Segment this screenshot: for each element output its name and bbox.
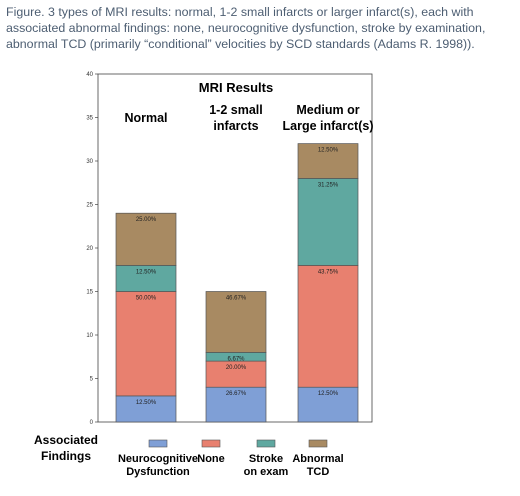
- bar-segment: [115, 291, 177, 397]
- data-label: 43.75%: [318, 269, 339, 275]
- y-tick-label: 0: [90, 420, 94, 426]
- data-label: 12.50%: [318, 148, 339, 154]
- legend-label: on exam: [244, 466, 289, 478]
- bar-segment: [115, 265, 177, 292]
- data-label: 12.50%: [136, 400, 157, 406]
- data-label: 46.67%: [226, 296, 247, 302]
- legend-label: Stroke: [249, 453, 283, 465]
- y-axis: 0 5 10 15 20 25 30 35 40: [86, 72, 98, 426]
- data-label: 50.00%: [136, 296, 157, 302]
- data-label: 12.50%: [318, 391, 339, 397]
- y-tick-label: 10: [86, 333, 93, 339]
- y-tick-label: 15: [86, 290, 93, 296]
- legend-label: Neurocognitive: [118, 453, 198, 465]
- chart-title: MRI Results: [199, 80, 273, 95]
- legend-label: TCD: [307, 466, 330, 478]
- legend-swatch: [308, 439, 328, 448]
- y-tick-label: 35: [86, 116, 93, 122]
- bar-segment: [297, 178, 359, 266]
- bar-segment: [205, 291, 267, 353]
- bar-segment: [205, 360, 267, 388]
- data-label: 6.67%: [227, 356, 245, 362]
- bar-segment: [297, 265, 359, 388]
- legend-title: Findings: [41, 449, 91, 463]
- y-tick-label: 40: [86, 72, 93, 78]
- data-label: 20.00%: [226, 365, 247, 371]
- data-label: 31.25%: [318, 182, 339, 188]
- bar-segment: [297, 143, 359, 179]
- legend-label: None: [197, 453, 225, 465]
- figure-caption: Figure. 3 types of MRI results: normal, …: [6, 5, 486, 51]
- data-label: 12.50%: [136, 269, 157, 275]
- y-tick-label: 25: [86, 203, 93, 209]
- category-title: Medium or: [296, 103, 359, 117]
- legend-label: Dysfunction: [126, 466, 190, 478]
- legend-label: Abnormal: [292, 453, 343, 465]
- y-tick-label: 20: [86, 246, 93, 252]
- legend-swatch: [148, 439, 168, 448]
- bar-segment: [297, 386, 359, 423]
- y-tick-label: 30: [86, 159, 93, 165]
- data-label: 25.00%: [136, 217, 157, 223]
- category-title: Normal: [124, 111, 167, 125]
- legend-swatch: [201, 439, 221, 448]
- legend[interactable]: Associated Findings NeurocognitiveDysfunct…: [34, 433, 344, 478]
- bar-segment: [115, 212, 177, 266]
- bars: 12.50% 50.00% 12.50% 25.00% 26.67% 20.00% 6.67…: [115, 143, 359, 423]
- category-titles: Normal 1-2 small infarcts Medium or Large in…: [124, 103, 373, 133]
- data-label: 26.67%: [226, 391, 247, 397]
- legend-title: Associated: [34, 433, 98, 447]
- legend-swatch: [256, 439, 276, 448]
- category-title: infarcts: [213, 119, 258, 133]
- y-tick-label: 5: [90, 377, 94, 383]
- category-title: 1-2 small: [209, 103, 263, 117]
- bar-segment: [115, 395, 177, 423]
- category-title: Large infarct(s): [283, 119, 374, 133]
- legend-item[interactable]: None: [197, 439, 225, 465]
